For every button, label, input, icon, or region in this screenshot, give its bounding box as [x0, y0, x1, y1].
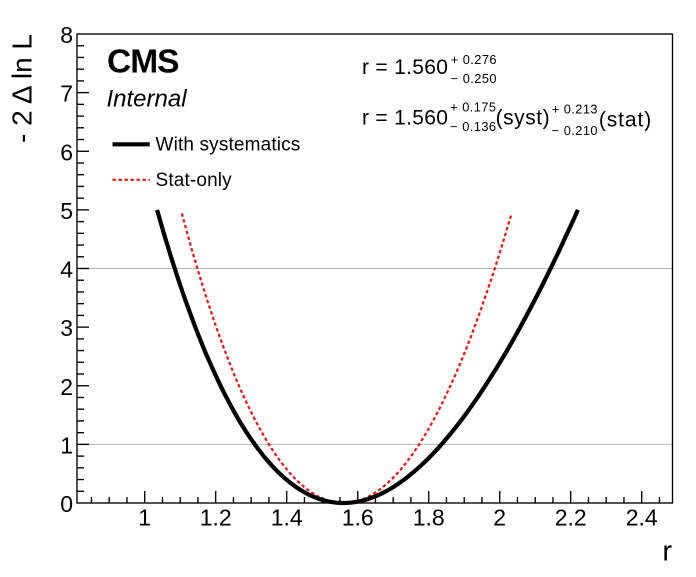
svg-text:1.6: 1.6 — [342, 504, 374, 530]
svg-text:2.2: 2.2 — [555, 504, 587, 530]
svg-text:7: 7 — [60, 81, 73, 107]
svg-text:r = 1.560: r = 1.560 — [362, 106, 448, 129]
svg-text:1.4: 1.4 — [271, 504, 303, 530]
svg-text:(stat): (stat) — [599, 109, 652, 132]
svg-text:− 0.250: − 0.250 — [451, 71, 497, 86]
svg-text:5: 5 — [60, 198, 73, 224]
svg-text:1.8: 1.8 — [413, 504, 445, 530]
svg-text:1: 1 — [60, 433, 73, 459]
svg-text:2.4: 2.4 — [626, 504, 658, 530]
svg-text:r: r — [662, 536, 672, 568]
svg-text:4: 4 — [60, 257, 73, 283]
svg-text:3: 3 — [60, 315, 73, 341]
svg-text:6: 6 — [60, 139, 73, 165]
svg-text:r = 1.560: r = 1.560 — [362, 56, 448, 79]
svg-text:− 0.136: − 0.136 — [450, 119, 496, 134]
svg-text:8: 8 — [60, 22, 73, 48]
svg-text:Internal: Internal — [107, 86, 188, 113]
svg-text:+ 0.175: + 0.175 — [450, 100, 496, 115]
svg-text:2: 2 — [493, 504, 506, 530]
svg-text:1.2: 1.2 — [200, 504, 232, 530]
svg-text:+ 0.213: + 0.213 — [552, 101, 598, 116]
svg-text:2: 2 — [60, 374, 73, 400]
svg-text:CMS: CMS — [107, 43, 179, 80]
svg-text:− 0.210: − 0.210 — [552, 123, 598, 138]
svg-text:Stat-only: Stat-only — [156, 170, 233, 191]
svg-text:+ 0.276: + 0.276 — [451, 52, 497, 67]
svg-text:1: 1 — [138, 504, 151, 530]
svg-text:With systematics: With systematics — [156, 135, 301, 156]
svg-text:0: 0 — [60, 491, 73, 517]
svg-text:(syst): (syst) — [496, 106, 551, 129]
svg-text:- 2 Δ ln L: - 2 Δ ln L — [7, 34, 38, 143]
